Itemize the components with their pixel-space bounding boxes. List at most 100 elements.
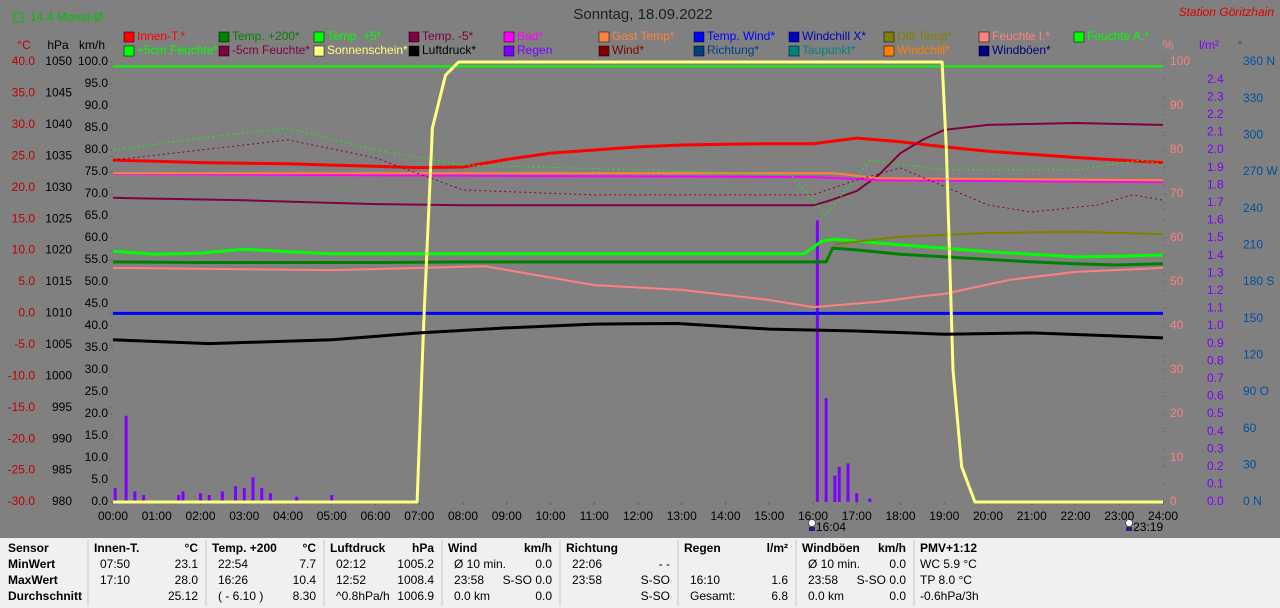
series-line — [834, 230, 1164, 246]
rain-bar — [330, 494, 334, 502]
y-tick-label: 1015 — [45, 274, 72, 288]
column-unit: km/h — [878, 541, 906, 555]
y-tick-label: 1.9 — [1207, 160, 1224, 174]
y-tick-label: 5.0 — [91, 472, 108, 486]
rain-bar — [242, 487, 246, 502]
y-tick-label: -20.0 — [8, 431, 36, 445]
series-line — [112, 246, 1164, 267]
y-tick-label: 0.9 — [1207, 336, 1224, 350]
y-tick-label: 0.0 — [91, 494, 108, 508]
y-tick-label: 1005 — [45, 337, 72, 351]
rain-bar — [199, 493, 202, 502]
y-tick-label: 980 — [52, 494, 72, 508]
x-tick-label: 00:00 — [98, 509, 128, 523]
rain-bar — [220, 491, 224, 502]
x-tick-label: 02:00 — [185, 509, 215, 523]
column-title: Regen — [684, 541, 721, 555]
table-cell: 1008.4 — [397, 573, 434, 587]
table-cell: S-SO — [857, 573, 886, 587]
y-tick-label: -30.0 — [8, 494, 36, 508]
axis-unit: km/h — [79, 38, 105, 52]
x-tick-label: 07:00 — [404, 509, 434, 523]
x-tick-label: 12:00 — [623, 509, 653, 523]
table-cell: Gesamt: — [690, 589, 735, 603]
y-tick-label: 1035 — [45, 148, 72, 162]
rain-bar — [868, 498, 872, 502]
y-tick-label: 1030 — [45, 180, 72, 194]
y-tick-label: 30 — [1170, 362, 1184, 376]
legend-swatch — [693, 31, 705, 43]
y-tick-label: 75.0 — [85, 164, 109, 178]
y-tick-label: 60 — [1170, 230, 1184, 244]
legend-swatch — [598, 45, 610, 57]
y-tick-label: 40 — [1170, 318, 1184, 332]
legend-label: Windchill X* — [802, 29, 866, 43]
legend-swatch — [123, 31, 135, 43]
y-tick-label: 1.3 — [1207, 265, 1224, 279]
legend-label: Windböen* — [992, 43, 1051, 57]
annotation-icon — [1126, 527, 1133, 531]
row-label: Durchschnitt — [8, 589, 82, 603]
x-tick-label: 18:00 — [885, 509, 915, 523]
legend-label: Temp. -5* — [422, 29, 474, 43]
legend-swatch — [218, 31, 230, 43]
annotation: 23:19 — [1133, 520, 1163, 534]
y-tick-label: 0.4 — [1207, 424, 1224, 438]
column-title: Temp. +200 — [212, 541, 277, 555]
y-tick-label: 40.0 — [12, 54, 36, 68]
row-label: MinWert — [8, 557, 55, 571]
y-tick-label: 25.0 — [85, 384, 109, 398]
y-tick-label: 60 — [1243, 421, 1257, 435]
y-tick-label: 0.5 — [1207, 406, 1224, 420]
y-tick-label: 5.0 — [18, 274, 35, 288]
table-cell: 0.0 km — [808, 589, 844, 603]
y-tick-label: 15.0 — [85, 428, 109, 442]
y-tick-label: 0.0 — [18, 306, 35, 320]
axis-unit: ° — [1238, 38, 1243, 52]
table-cell: 23:58 — [572, 573, 602, 587]
y-tick-label: 95.0 — [85, 76, 109, 90]
y-tick-label: 0.8 — [1207, 353, 1224, 367]
legend-swatch — [313, 45, 325, 57]
y-tick-label: 80.0 — [85, 142, 109, 156]
rain-bar — [269, 493, 272, 502]
y-tick-label: -15.0 — [8, 400, 36, 414]
x-tick-label: 13:00 — [667, 509, 697, 523]
rain-bar — [234, 486, 237, 502]
table-cell: 6.8 — [771, 589, 788, 603]
x-tick-label: 16:00 — [798, 509, 828, 523]
legend-swatch — [883, 31, 895, 43]
y-tick-label: 2.3 — [1207, 89, 1224, 103]
legend-label: Feuchte A.* — [1087, 29, 1149, 43]
rain-bar — [855, 493, 859, 502]
axis-unit: hPa — [47, 38, 69, 52]
month-avg-icon — [13, 12, 24, 23]
y-tick-label: 0.7 — [1207, 371, 1224, 385]
rain-bar — [833, 475, 837, 502]
x-tick-label: 20:00 — [973, 509, 1003, 523]
rain-bar — [837, 466, 841, 502]
y-tick-label: 1.2 — [1207, 283, 1224, 297]
stats-table: Sensor MinWert MaxWert Durchschnitt Innen-T.… — [8, 540, 979, 606]
annotation: 16:04 — [816, 520, 846, 534]
table-cell: 1006.9 — [397, 589, 434, 603]
rain-bar — [177, 494, 181, 502]
legend-label: Richtung* — [707, 43, 759, 57]
y-tick-label: 300 — [1243, 128, 1263, 142]
y-tick-label: 1000 — [45, 368, 72, 382]
column-title: Innen-T. — [94, 541, 139, 555]
legend-label: Temp. +5* — [327, 29, 382, 43]
table-cell: 0.0 — [889, 557, 906, 571]
x-tick-label: 03:00 — [229, 509, 259, 523]
series-line — [112, 172, 1164, 184]
y-tick-label: 55.0 — [85, 252, 109, 266]
y-tick-label: 1.4 — [1207, 248, 1224, 262]
stats-background — [0, 538, 1280, 608]
legend-swatch — [408, 45, 420, 57]
row-label: MaxWert — [8, 573, 58, 587]
y-tick-label: 0.2 — [1207, 459, 1224, 473]
y-tick-label: 2.1 — [1207, 125, 1224, 139]
table-cell: WC 5.9 °C — [920, 557, 977, 571]
x-tick-label: 17:00 — [842, 509, 872, 523]
